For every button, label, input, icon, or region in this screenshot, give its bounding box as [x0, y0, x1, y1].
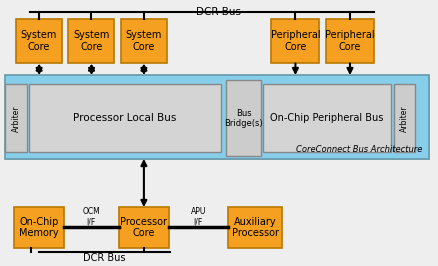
- Bar: [29, 84, 221, 152]
- Bar: [14, 207, 64, 248]
- Bar: [16, 19, 62, 63]
- Bar: [228, 207, 283, 248]
- Text: System
Core: System Core: [126, 30, 162, 52]
- Bar: [226, 80, 261, 156]
- Text: APU
I/F: APU I/F: [191, 207, 206, 226]
- Text: On-Chip Peripheral Bus: On-Chip Peripheral Bus: [270, 113, 384, 123]
- Text: CoreConnect Bus Architecture: CoreConnect Bus Architecture: [296, 145, 422, 154]
- Text: Peripheral
Core: Peripheral Core: [325, 30, 375, 52]
- Bar: [7, 76, 430, 160]
- Bar: [68, 19, 114, 63]
- Text: DCR Bus: DCR Bus: [83, 253, 125, 263]
- Bar: [5, 75, 428, 159]
- Bar: [326, 19, 374, 63]
- Text: On-Chip
Memory: On-Chip Memory: [19, 217, 59, 238]
- Text: Arbiter: Arbiter: [11, 105, 21, 132]
- Text: DCR Bus: DCR Bus: [197, 7, 241, 17]
- Bar: [5, 84, 27, 152]
- Text: System
Core: System Core: [73, 30, 110, 52]
- Text: OCM
I/F: OCM I/F: [82, 207, 100, 226]
- Text: Processor Local Bus: Processor Local Bus: [74, 113, 177, 123]
- Bar: [121, 19, 166, 63]
- Text: System
Core: System Core: [21, 30, 57, 52]
- Bar: [263, 84, 392, 152]
- Text: Peripheral
Core: Peripheral Core: [271, 30, 320, 52]
- Bar: [272, 19, 319, 63]
- Bar: [394, 84, 416, 152]
- Text: Bus
Bridge(s): Bus Bridge(s): [225, 109, 263, 128]
- Text: Processor
Core: Processor Core: [120, 217, 167, 238]
- Text: Arbiter: Arbiter: [400, 105, 409, 132]
- Bar: [119, 207, 169, 248]
- Text: Auxiliary
Processor: Auxiliary Processor: [232, 217, 279, 238]
